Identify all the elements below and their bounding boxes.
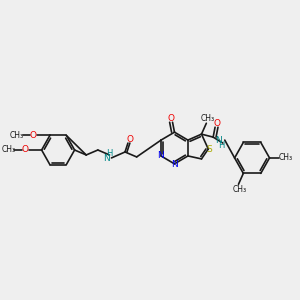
- Text: CH₃: CH₃: [279, 153, 293, 162]
- Text: N: N: [157, 152, 164, 160]
- Text: O: O: [126, 135, 134, 144]
- Text: O: O: [22, 146, 28, 154]
- Text: N: N: [103, 154, 110, 164]
- Text: CH₃: CH₃: [232, 185, 247, 194]
- Text: N: N: [171, 160, 178, 169]
- Text: O: O: [30, 131, 37, 140]
- Text: O: O: [214, 119, 220, 128]
- Text: S: S: [206, 146, 212, 154]
- Text: CH₃: CH₃: [200, 114, 214, 123]
- Text: O: O: [167, 114, 174, 123]
- Text: CH₃: CH₃: [10, 131, 24, 140]
- Text: CH₃: CH₃: [2, 146, 16, 154]
- Text: N: N: [216, 136, 222, 145]
- Text: H: H: [106, 149, 113, 158]
- Text: H: H: [218, 140, 224, 149]
